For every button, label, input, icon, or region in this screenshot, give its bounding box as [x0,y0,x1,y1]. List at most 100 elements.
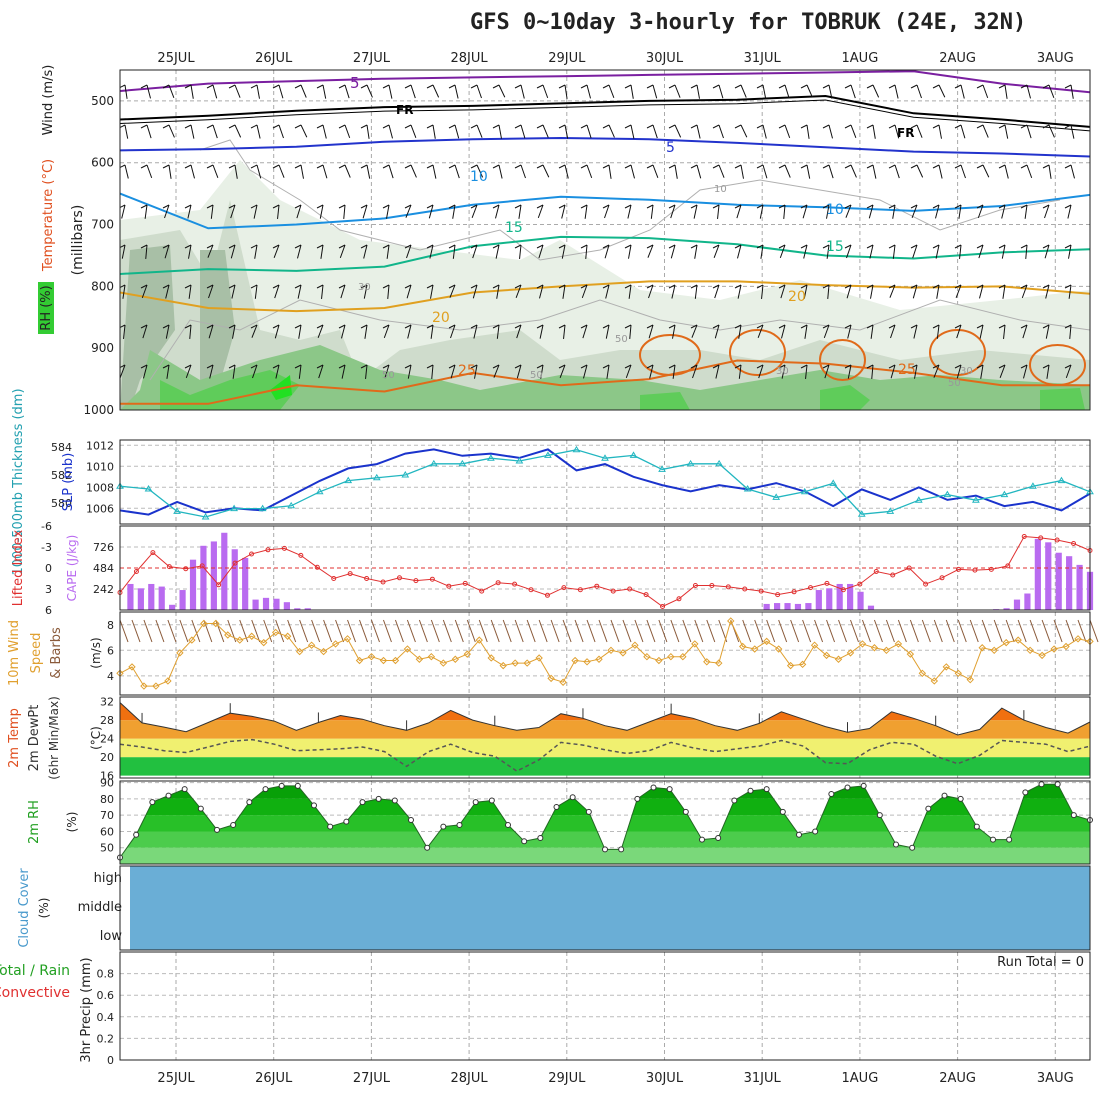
wind-barb-flag [316,364,324,369]
contour-25-loop [1029,344,1086,386]
wind-barb-staff [894,124,900,139]
wind-barb-flag [734,124,742,129]
wind10m-barb [993,619,1003,643]
cape-bar [148,583,155,610]
wind-barb-staff [1070,124,1075,139]
li-marker [873,569,879,574]
wind-barb-flag [976,164,984,169]
cape-tick: 484 [93,562,114,575]
wind-barb-staff [958,204,962,219]
wind-barb-staff [1065,364,1072,379]
wind-barb-flag [294,84,302,89]
date-label-bottom: 29JUL [548,1071,586,1086]
wind-barb-staff [803,244,808,259]
wind10m-marker [583,658,591,666]
wind-barb-staff [210,204,214,219]
panel-frame [119,525,1091,611]
wind-barb-flag [140,204,148,209]
wind-barb-flag [140,164,148,169]
wind-barb-flag [778,244,786,249]
wind-barb-flag [514,84,522,89]
wind10m-barb [191,619,201,643]
wind-barb-flag [844,364,852,369]
wind10m-marker [355,656,364,665]
contour-label: 30 [960,366,973,377]
axis-title: SLP (mb) [61,453,76,512]
wind-barb-staff [955,284,962,298]
wind10m-barb [933,619,943,643]
wind10m-marker [427,652,436,661]
wind-barb-staff [230,204,236,219]
li-marker [824,580,830,586]
wind-barb-staff [779,244,786,259]
wind10m-marker [331,640,340,648]
wind-barb-flag [536,364,544,369]
date-label-bottom: 2AUG [939,1071,976,1086]
temp-band-2 [120,720,1090,739]
wind-barb-flag [250,84,258,89]
wind-barb-flag [228,364,236,369]
wind10m-barb [1077,619,1087,643]
wind-barb-staff [564,164,569,179]
rh-shading-1 [120,200,1090,410]
rh-marker [214,826,220,833]
wind-barb-staff [144,204,148,219]
wind-barb-flag [646,164,654,169]
wind-barb-flag [690,284,698,289]
wind-barb-flag [426,364,434,369]
wind-barb-staff [824,364,830,379]
wind-barb-staff [628,244,632,259]
wind-barb-flag [1020,324,1028,329]
wind-barb-staff [584,204,588,219]
axis-title: & Barbs [49,627,64,679]
wind10m-marker [619,649,627,657]
wind10m-marker [559,678,567,686]
wind-barb-staff [827,284,830,299]
cape-bar [221,532,228,610]
wind10m-marker [667,652,675,661]
wind-barb-staff [806,124,810,139]
cape-bar [794,603,802,610]
wind-barb-flag [778,324,786,329]
wind-barb-staff [363,244,368,259]
wind-barb-flag [646,324,654,329]
wind-barb-staff [582,324,588,339]
wind-barb-flag [800,364,808,369]
isotherm-freezing [120,94,1090,128]
wind-barb-flag [866,364,874,369]
wind-barb-flag [844,284,852,289]
wind-barb-flag [316,324,324,329]
rh-contour [199,139,1061,261]
slp-tick: 1012 [86,439,114,452]
thickness-marker [1029,482,1037,489]
wind-barb-flag [580,244,588,249]
thickness-marker [315,487,324,495]
wind-barb-staff [892,244,896,259]
wind-barb-staff [450,324,456,339]
wind-barb-flag [668,284,676,289]
rh-band-2 [137,815,1090,832]
wind-barb-flag [382,84,390,89]
wind10m-barb [502,619,512,643]
wind-barb-staff [165,324,170,339]
wind-barb-staff [234,164,238,179]
rh-marker [796,831,802,838]
wind-barb-flag [734,324,742,329]
contour-label: 50 [615,334,628,345]
rh-marker [424,844,431,851]
wind-barb-staff [630,124,635,139]
li-marker [988,566,994,572]
pressure-tick: 900 [91,341,114,355]
rh-marker [731,797,738,804]
wind-barb-staff [718,164,725,178]
li-marker [216,582,222,588]
rh-tick: 70 [100,809,114,822]
wind-barb-flag [1064,244,1072,249]
cape-bar [189,559,197,610]
wind-barb-staff [190,84,194,99]
wind-barb-flag [184,324,192,329]
wind-barb-flag [140,364,148,369]
wind-barb-staff [234,84,241,98]
wind-barb-flag [1042,324,1050,329]
wind10m-marker [259,638,268,647]
